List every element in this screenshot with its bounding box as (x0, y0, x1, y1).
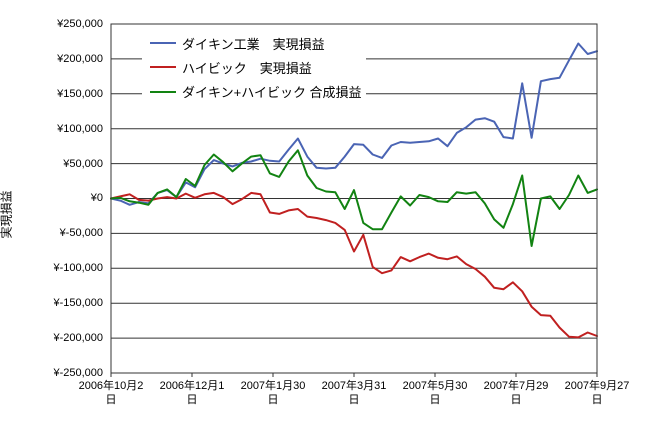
y-tick-label: ¥-200,000 (53, 332, 103, 344)
x-tick-date: 2007年9月27 (564, 380, 630, 392)
legend: ダイキン工業 実現損益 ハイビック 実現損益 ダイキン+ハイビック 合成損益 (142, 29, 366, 106)
legend-item-hibic: ハイビック 実現損益 (142, 56, 366, 78)
y-tick-label: ¥200,000 (57, 53, 103, 65)
legend-swatch-hibic-icon (150, 66, 176, 69)
legend-item-combined: ダイキン+ハイビック 合成損益 (142, 81, 366, 103)
x-tick-date-suffix: 日 (186, 394, 198, 406)
x-tick-date: 2007年5月30 (402, 380, 468, 392)
legend-swatch-daikin-icon (150, 42, 176, 45)
y-axis-title: 実現損益 (0, 190, 14, 239)
x-tick-date-suffix: 日 (267, 394, 279, 406)
x-tick-label: 2006年10月2 日 (69, 379, 153, 407)
x-tick-date-suffix: 日 (429, 394, 441, 406)
x-tick-date-suffix: 日 (348, 394, 360, 406)
y-tick-label: ¥250,000 (57, 18, 103, 30)
x-tick-date: 2006年10月2 (78, 380, 144, 392)
y-tick-label: ¥0 (90, 192, 103, 204)
y-tick-label: ¥-100,000 (53, 262, 103, 274)
legend-label: ハイビック 実現損益 (182, 60, 312, 76)
x-tick-label: 2007年7月29 日 (474, 379, 558, 407)
x-tick-date: 2007年3月31 (321, 380, 387, 392)
legend-label: ダイキン工業 実現損益 (182, 36, 325, 52)
x-tick-date: 2007年1月30 (240, 380, 306, 392)
x-tick-date: 2006年12月1 (159, 380, 225, 392)
plot-frame (110, 23, 598, 374)
y-tick-label: ¥-50,000 (59, 227, 103, 239)
y-tick-label: ¥50,000 (63, 158, 103, 170)
x-tick-label: 2006年12月1 日 (150, 379, 234, 407)
y-tick-label: ¥100,000 (57, 123, 103, 135)
x-tick-date: 2007年7月29 (483, 380, 549, 392)
x-tick-date-suffix: 日 (591, 394, 603, 406)
y-tick-label: ¥150,000 (57, 88, 103, 100)
series-line-2 (110, 149, 598, 247)
x-tick-label: 2007年5月30 日 (393, 379, 477, 407)
x-tick-label: 2007年3月31 日 (312, 379, 396, 407)
axis-ticks-group (110, 373, 598, 377)
y-tick-label: ¥-250,000 (53, 367, 103, 379)
x-tick-date-suffix: 日 (510, 394, 522, 406)
x-tick-label: 2007年1月30 日 (231, 379, 315, 407)
series-lines-group (110, 42, 598, 339)
x-tick-date-suffix: 日 (105, 394, 117, 406)
legend-label: ダイキン+ハイビック 合成損益 (182, 85, 362, 101)
x-tick-label: 2007年9月27 日 (555, 379, 639, 407)
legend-swatch-combined-icon (150, 90, 176, 93)
series-line-1 (110, 191, 598, 339)
y-tick-label: ¥-150,000 (53, 297, 103, 309)
legend-item-daikin: ダイキン工業 実現損益 (142, 32, 366, 54)
series-line-0 (110, 42, 598, 206)
